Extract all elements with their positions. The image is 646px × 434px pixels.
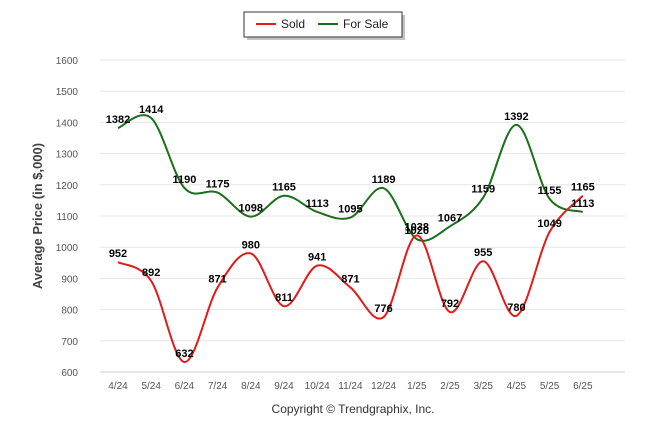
y-tick-label: 1400 [56, 118, 79, 129]
y-tick-label: 1300 [56, 150, 79, 161]
series-line-sold [117, 195, 584, 364]
data-label-for-sale: 1414 [139, 104, 164, 116]
x-tick-label: 4/25 [507, 381, 527, 392]
data-label-for-sale: 1175 [206, 179, 230, 191]
series-line-for-sale [117, 114, 584, 242]
data-label-sold: 941 [308, 252, 326, 264]
data-label-sold: 1165 [571, 182, 595, 194]
data-label-for-sale: 1189 [372, 174, 396, 186]
data-label-for-sale: 1113 [571, 198, 594, 210]
y-tick-label: 900 [61, 274, 78, 285]
x-tick-label: 4/24 [108, 381, 128, 392]
y-tick-label: 1000 [56, 243, 79, 254]
data-label-sold: 955 [474, 247, 492, 259]
x-tick-label: 9/24 [274, 381, 294, 392]
data-label-for-sale: 1155 [538, 185, 562, 197]
data-label-for-sale: 1382 [106, 114, 130, 126]
x-tick-label: 6/25 [573, 381, 593, 392]
y-axis-title: Average Price (in $,000) [30, 143, 45, 289]
data-label-for-sale: 1067 [438, 212, 462, 224]
data-label-sold: 1038 [405, 221, 429, 233]
x-tick-label: 10/24 [305, 381, 330, 392]
x-tick-label: 5/25 [540, 381, 560, 392]
y-tick-label: 1200 [56, 181, 79, 192]
data-label-for-sale: 1392 [504, 111, 528, 123]
data-label-for-sale: 1190 [172, 174, 196, 186]
x-tick-label: 6/24 [175, 381, 195, 392]
data-label-sold: 792 [441, 298, 459, 310]
data-labels: 952 892 632 871 980 811 941 871 776 1038 792 955 780… [106, 104, 595, 360]
data-label-sold: 980 [242, 239, 260, 251]
y-tick-label: 1100 [56, 212, 78, 223]
data-label-for-sale: 1159 [471, 184, 495, 196]
data-label-sold: 892 [142, 267, 160, 279]
data-label-for-sale: 1113 [306, 198, 329, 210]
data-label-for-sale: 1165 [272, 182, 296, 194]
y-axis: 600 700 800 900 1000 1100 1200 1300 1400 1500 1600 [56, 56, 79, 379]
x-axis: 4/24 5/24 6/24 7/24 8/24 9/24 10/24 11/24 12/24 1… [108, 381, 593, 392]
x-tick-label: 5/24 [141, 381, 161, 392]
data-label-sold: 811 [275, 292, 293, 304]
data-label-sold: 871 [341, 273, 359, 285]
x-tick-label: 12/24 [371, 381, 396, 392]
y-tick-label: 1500 [56, 87, 79, 98]
legend-label-for-sale: For Sale [343, 17, 389, 31]
x-tick-label: 11/24 [338, 381, 363, 392]
series-lines [117, 114, 584, 364]
legend: Sold For Sale [243, 11, 405, 40]
y-tick-label: 600 [61, 368, 78, 379]
data-label-for-sale: 1026 [405, 225, 429, 237]
data-label-sold: 1049 [537, 218, 561, 230]
x-tick-label: 7/24 [208, 381, 228, 392]
x-tick-label: 2/25 [440, 381, 460, 392]
data-label-for-sale: 1095 [338, 204, 362, 216]
legend-label-sold: Sold [281, 17, 305, 31]
copyright-credit: Copyright © Trendgraphix, Inc. [272, 402, 435, 416]
y-tick-label: 1600 [56, 56, 79, 67]
data-label-sold: 871 [208, 273, 226, 285]
data-label-for-sale: 1098 [239, 203, 263, 215]
x-tick-label: 8/24 [241, 381, 261, 392]
x-tick-label: 3/25 [473, 381, 493, 392]
x-tick-label: 1/25 [407, 381, 427, 392]
data-label-sold: 632 [175, 348, 193, 360]
y-tick-label: 700 [61, 337, 78, 348]
gridlines [100, 59, 625, 373]
data-label-sold: 776 [374, 303, 392, 315]
data-label-sold: 780 [507, 302, 525, 314]
data-label-sold: 952 [109, 248, 127, 260]
y-tick-label: 800 [61, 306, 78, 317]
